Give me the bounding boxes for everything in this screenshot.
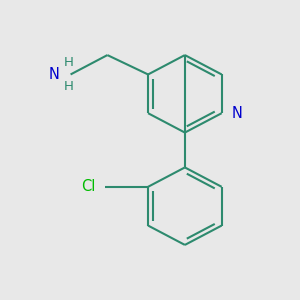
Text: N: N [231, 106, 242, 121]
Text: H: H [64, 80, 74, 93]
Text: H: H [64, 56, 74, 69]
Text: N: N [49, 67, 59, 82]
Text: Cl: Cl [81, 179, 96, 194]
